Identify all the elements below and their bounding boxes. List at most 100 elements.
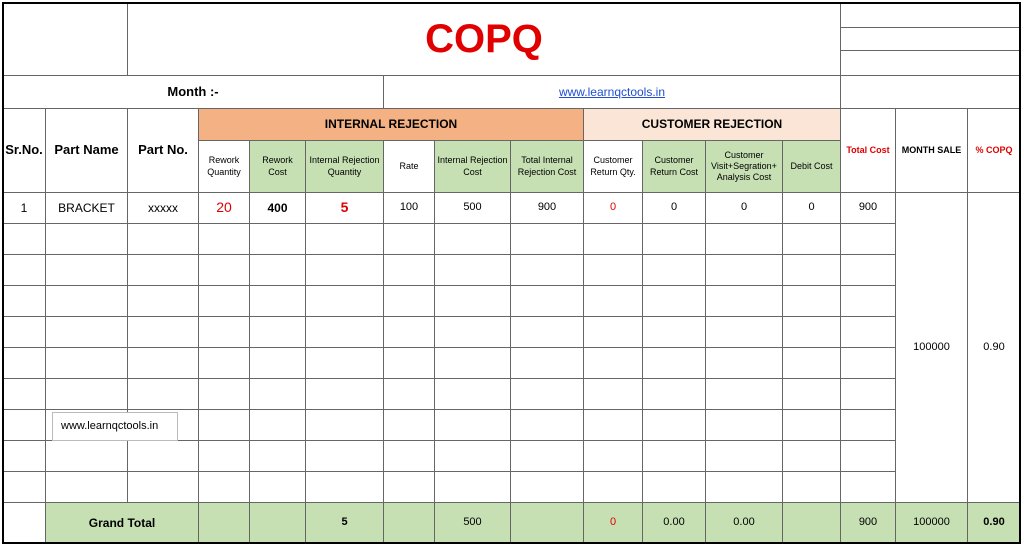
blank-cell [434,254,511,286]
blank-cell [249,440,306,472]
blank-cell [249,502,306,544]
column-header: % COPQ [967,108,1021,193]
column-header: Sr.No. [2,108,46,193]
link: www.learnqctools.in [383,75,841,109]
blank-cell [434,316,511,348]
blank-cell [305,223,384,255]
blank-cell [127,378,199,410]
data-cell: 0 [642,192,706,224]
blank-cell [198,471,250,503]
blank-cell [45,316,128,348]
data-cell: 0 [583,192,643,224]
blank-cell [782,440,841,472]
blank-cell [782,316,841,348]
blank-cell [510,223,584,255]
blank-cell [583,254,643,286]
blank-cell [383,502,435,544]
column-header: Rework Quantity [198,140,250,193]
blank-cell [705,316,783,348]
blank-cell [840,75,1021,109]
data-cell: 500 [434,192,511,224]
blank-cell [45,378,128,410]
blank-cell [510,316,584,348]
blank-cell [249,378,306,410]
blank-cell [383,378,435,410]
blank-cell [510,440,584,472]
blank-cell [2,254,46,286]
blank-cell [305,285,384,317]
blank-cell [2,378,46,410]
blank-cell [583,378,643,410]
column-header: Part No. [127,108,199,193]
blank-cell [642,285,706,317]
blank-cell [434,409,511,441]
blank-cell [2,223,46,255]
blank-cell [305,378,384,410]
blank-cell [840,440,896,472]
column-header: Customer Return Cost [642,140,706,193]
column-header: MONTH SALE [895,108,968,193]
blank-cell [2,471,46,503]
blank-cell [705,378,783,410]
blank-cell [434,285,511,317]
column-header: Total Internal Rejection Cost [510,140,584,193]
blank-cell [840,2,1021,28]
blank-cell [840,285,896,317]
blank-cell [383,223,435,255]
grand-total-cell: 0.00 [705,502,783,544]
blank-cell [198,440,250,472]
blank-cell [45,254,128,286]
blank-cell [782,409,841,441]
blank-cell [510,254,584,286]
blank-cell [127,347,199,379]
blank-cell [383,316,435,348]
blank-cell [434,440,511,472]
blank-cell [642,440,706,472]
blank-cell [642,254,706,286]
blank-cell [434,378,511,410]
data-cell: 400 [249,192,306,224]
blank-cell [434,471,511,503]
data-cell: BRACKET [45,192,128,224]
blank-cell [642,223,706,255]
blank-cell [642,316,706,348]
blank-cell [583,223,643,255]
column-header: Rate [383,140,435,193]
blank-cell [249,254,306,286]
data-cell: 900 [840,192,896,224]
blank-cell [198,378,250,410]
data-cell: 1 [2,192,46,224]
data-cell: 20 [198,192,250,224]
blank-cell [127,440,199,472]
blank-cell [510,347,584,379]
watermark: www.learnqctools.in [52,412,178,441]
blank-cell [840,254,896,286]
blank-cell [2,502,46,544]
blank-cell [510,378,584,410]
column-header: Part Name [45,108,128,193]
blank-cell [249,347,306,379]
blank-cell [2,347,46,379]
blank-cell [198,223,250,255]
blank-cell [705,409,783,441]
blank-cell [45,223,128,255]
column-header: Internal Rejection Quantity [305,140,384,193]
blank-cell [510,471,584,503]
copq-value: 0.90 [967,192,1021,503]
blank-cell [198,502,250,544]
blank-cell [249,285,306,317]
blank-cell [583,409,643,441]
blank-cell [642,471,706,503]
blank-cell [305,316,384,348]
blank-cell [383,285,435,317]
month-sale: 100000 [895,192,968,503]
blank-cell [782,471,841,503]
blank-cell [383,254,435,286]
blank-cell [510,285,584,317]
blank-cell [642,378,706,410]
grand-total-label: Grand Total [45,502,199,544]
column-header: Internal Rejection Cost [434,140,511,193]
blank-cell [782,347,841,379]
blank-cell [45,440,128,472]
